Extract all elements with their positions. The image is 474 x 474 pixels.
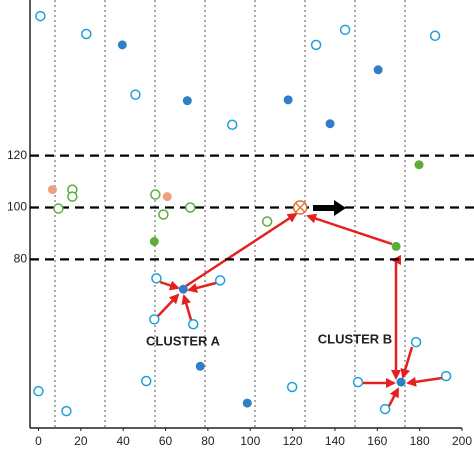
y-tick-label: 120 (7, 148, 27, 162)
cross (295, 202, 306, 213)
point (410, 336, 422, 348)
x-tick-label: 40 (116, 434, 130, 448)
point (130, 89, 141, 100)
point (286, 381, 298, 393)
point (440, 370, 452, 382)
point (53, 203, 64, 214)
annotation: CLUSTER B (318, 331, 392, 346)
point (185, 202, 196, 213)
point (188, 318, 199, 330)
annotation: CLUSTER A (146, 333, 221, 348)
point (61, 405, 72, 417)
x-tick-label: 20 (74, 434, 88, 448)
y-tick-label: 80 (14, 252, 28, 266)
point (141, 375, 152, 387)
lanes (54, 0, 406, 428)
point (283, 95, 293, 105)
y-tick-label: 100 (7, 200, 27, 214)
point (33, 385, 44, 397)
point (182, 96, 192, 106)
x-tick-label: 100 (240, 434, 260, 448)
x-tick-label: 180 (410, 434, 430, 448)
point (429, 30, 441, 42)
arrows (157, 212, 443, 407)
x-tick-label: 160 (367, 434, 387, 448)
point (149, 236, 159, 246)
x-tick-label: 0 (35, 434, 42, 448)
point (379, 403, 391, 415)
point (391, 241, 401, 251)
point (414, 160, 424, 170)
point (151, 273, 162, 284)
direction-arrowhead (334, 200, 346, 216)
point (396, 377, 406, 387)
point (47, 185, 57, 195)
x-tick-label: 60 (159, 434, 173, 448)
point (242, 398, 252, 408)
point (178, 284, 188, 294)
point (339, 24, 351, 36)
point (214, 275, 226, 286)
point (162, 192, 172, 202)
point (310, 39, 322, 51)
point (81, 28, 92, 40)
point (261, 216, 273, 227)
point (117, 40, 127, 50)
point (226, 119, 238, 131)
point (325, 119, 335, 129)
point (35, 10, 46, 22)
point (149, 314, 160, 325)
point (150, 189, 161, 200)
point (67, 191, 78, 202)
point (195, 361, 205, 371)
x-tick-label: 80 (201, 434, 215, 448)
x-tick-label: 140 (325, 434, 345, 448)
x-tick-label: 120 (283, 434, 303, 448)
point (373, 65, 383, 75)
point (158, 209, 169, 220)
point (352, 376, 364, 388)
x-tick-label: 200 (452, 434, 472, 448)
